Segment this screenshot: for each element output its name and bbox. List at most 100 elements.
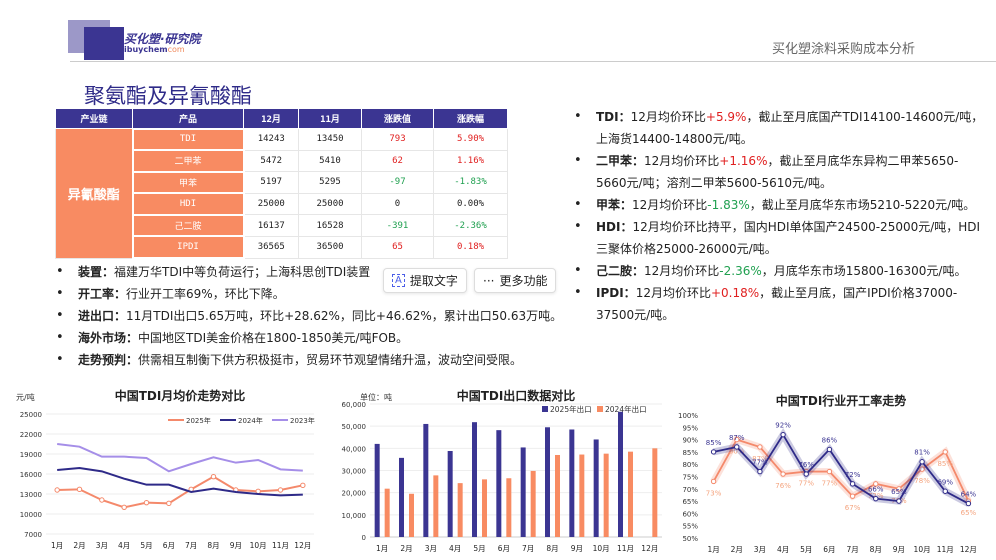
product-cell: 二甲苯 xyxy=(131,149,245,173)
column-header: 12月 xyxy=(243,108,299,129)
data-label: 85% xyxy=(706,439,722,447)
data-label: 86% xyxy=(822,436,838,444)
y-tick-label: 55% xyxy=(682,523,698,531)
x-tick-label: 6月 xyxy=(498,544,510,553)
more-icon: ··· xyxy=(483,273,495,288)
data-point xyxy=(76,486,83,493)
column-header: 产业链 xyxy=(55,108,133,129)
x-tick-label: 8月 xyxy=(207,541,219,550)
y-tick-label: 50,000 xyxy=(342,423,367,431)
x-tick-label: 12月 xyxy=(641,544,658,553)
bar xyxy=(399,457,404,537)
data-point xyxy=(803,471,809,477)
x-tick-label: 6月 xyxy=(163,541,175,550)
y-tick-label: 100% xyxy=(678,412,698,420)
data-label: 76% xyxy=(775,482,791,490)
bullet-item: TDI：12月均价环比+5.9%，截止至月底国产TDI14100-14600元/… xyxy=(574,106,984,150)
y-tick-label: 16000 xyxy=(20,471,42,479)
bar xyxy=(423,423,429,537)
x-tick-label: 6月 xyxy=(823,545,835,554)
bar xyxy=(409,493,414,537)
x-tick-label: 3月 xyxy=(425,544,437,553)
data-point xyxy=(54,487,60,493)
data-label: 78% xyxy=(914,477,930,485)
chain-cell: 异氰酸酯 xyxy=(55,128,133,259)
x-tick-label: 1月 xyxy=(51,541,63,550)
table-row: IPDI 36565 36500 65 0.18% xyxy=(56,235,508,260)
bar xyxy=(579,454,585,537)
y-tick-label: 95% xyxy=(682,424,698,432)
y-tick-label: 70% xyxy=(682,486,698,494)
nov-cell: 5410 xyxy=(298,149,362,173)
change-pct-cell: -1.83% xyxy=(433,171,508,194)
data-point xyxy=(942,449,948,455)
more-functions-button[interactable]: ··· 更多功能 xyxy=(474,268,557,293)
product-cell: TDI xyxy=(131,127,245,152)
change-pct-cell: 0.18% xyxy=(433,235,508,259)
x-tick-label: 1月 xyxy=(376,544,388,553)
data-label: 64% xyxy=(961,491,977,499)
column-header: 产品 xyxy=(132,108,244,129)
bar xyxy=(569,429,575,537)
price-table: 产业链 产品 12月 11月 涨跌值 涨跌幅 异氰酸酯 TDI 14243 13450 793 5.9… xyxy=(55,108,508,260)
x-tick-label: 7月 xyxy=(522,544,534,553)
bar xyxy=(555,454,560,537)
x-tick-label: 2月 xyxy=(731,545,743,554)
series-line xyxy=(713,432,969,505)
y-tick-label: 75% xyxy=(682,474,698,482)
bar xyxy=(433,475,439,537)
bullet-item: IPDI：12月均价环比+0.18%，截止至月底，国产IPDI价格37000-3… xyxy=(574,282,984,326)
data-point xyxy=(143,499,150,506)
x-tick-label: 11月 xyxy=(617,544,634,553)
product-cell: HDI xyxy=(131,192,245,216)
bullet-item: HDI：12月均价环比持平，国内HDI单体国产24500-25000元/吨，HD… xyxy=(574,216,984,260)
dec-cell: 16137 xyxy=(243,214,299,237)
logo-square xyxy=(84,27,124,60)
extract-text-button[interactable]: A 提取文字 xyxy=(383,268,467,293)
report-title: 买化塑涂料采购成本分析 xyxy=(772,42,916,57)
data-label: 65% xyxy=(961,509,977,517)
series-line xyxy=(57,466,303,497)
x-tick-label: 3月 xyxy=(754,545,766,554)
y-axis-label: 单位：吨 xyxy=(360,392,392,402)
y-tick-label: 65% xyxy=(682,498,698,506)
x-tick-label: 7月 xyxy=(846,545,858,554)
x-tick-label: 5月 xyxy=(140,541,152,550)
x-tick-label: 10月 xyxy=(914,545,931,554)
x-tick-label: 4月 xyxy=(449,544,461,553)
legend-label: 2025年 xyxy=(186,416,211,425)
bar xyxy=(530,470,536,537)
data-point xyxy=(300,482,306,489)
data-label: 87% xyxy=(752,455,768,463)
nov-cell: 13450 xyxy=(298,128,362,151)
data-label: 92% xyxy=(775,422,791,430)
data-point xyxy=(896,498,902,504)
data-point xyxy=(99,497,105,503)
data-point xyxy=(826,446,833,453)
bullet-item: 进出口：11月TDI出口5.65万吨，环比+28.62%，同比+46.62%，累… xyxy=(56,305,562,327)
data-point xyxy=(734,436,740,443)
data-label: 81% xyxy=(914,449,930,457)
bullet-item: 甲苯：12月均价环比-1.83%，截止至月底华东市场5210-5220元/吨。 xyxy=(574,194,984,216)
bar xyxy=(374,443,380,537)
x-tick-label: 5月 xyxy=(800,545,812,554)
bar xyxy=(457,483,463,537)
change-cell: 0 xyxy=(361,192,434,216)
legend-swatch xyxy=(542,406,548,412)
x-tick-label: 9月 xyxy=(571,544,583,553)
dec-cell: 14243 xyxy=(243,128,299,151)
bullet-item: 二甲苯：12月均价环比+1.16%，截止至月底华东异构二甲苯5650-5660元… xyxy=(574,150,984,194)
data-label: 72% xyxy=(868,492,884,500)
data-point xyxy=(780,431,786,438)
bar xyxy=(652,448,658,537)
product-cell: IPDI xyxy=(131,235,245,260)
bar xyxy=(447,450,453,537)
y-tick-label: 50% xyxy=(682,535,698,543)
data-point xyxy=(942,488,948,494)
data-label: 67% xyxy=(845,504,861,512)
bullet-item: 走势预判：供需相互制衡下供方积极挺市，贸易环节观望情绪升温，波动空间受限。 xyxy=(56,349,562,371)
table-row: 甲苯 5197 5295 -97 -1.83% xyxy=(56,170,508,195)
dec-cell: 5472 xyxy=(243,149,299,173)
legend-swatch xyxy=(597,406,603,412)
y-tick-label: 90% xyxy=(682,437,698,445)
